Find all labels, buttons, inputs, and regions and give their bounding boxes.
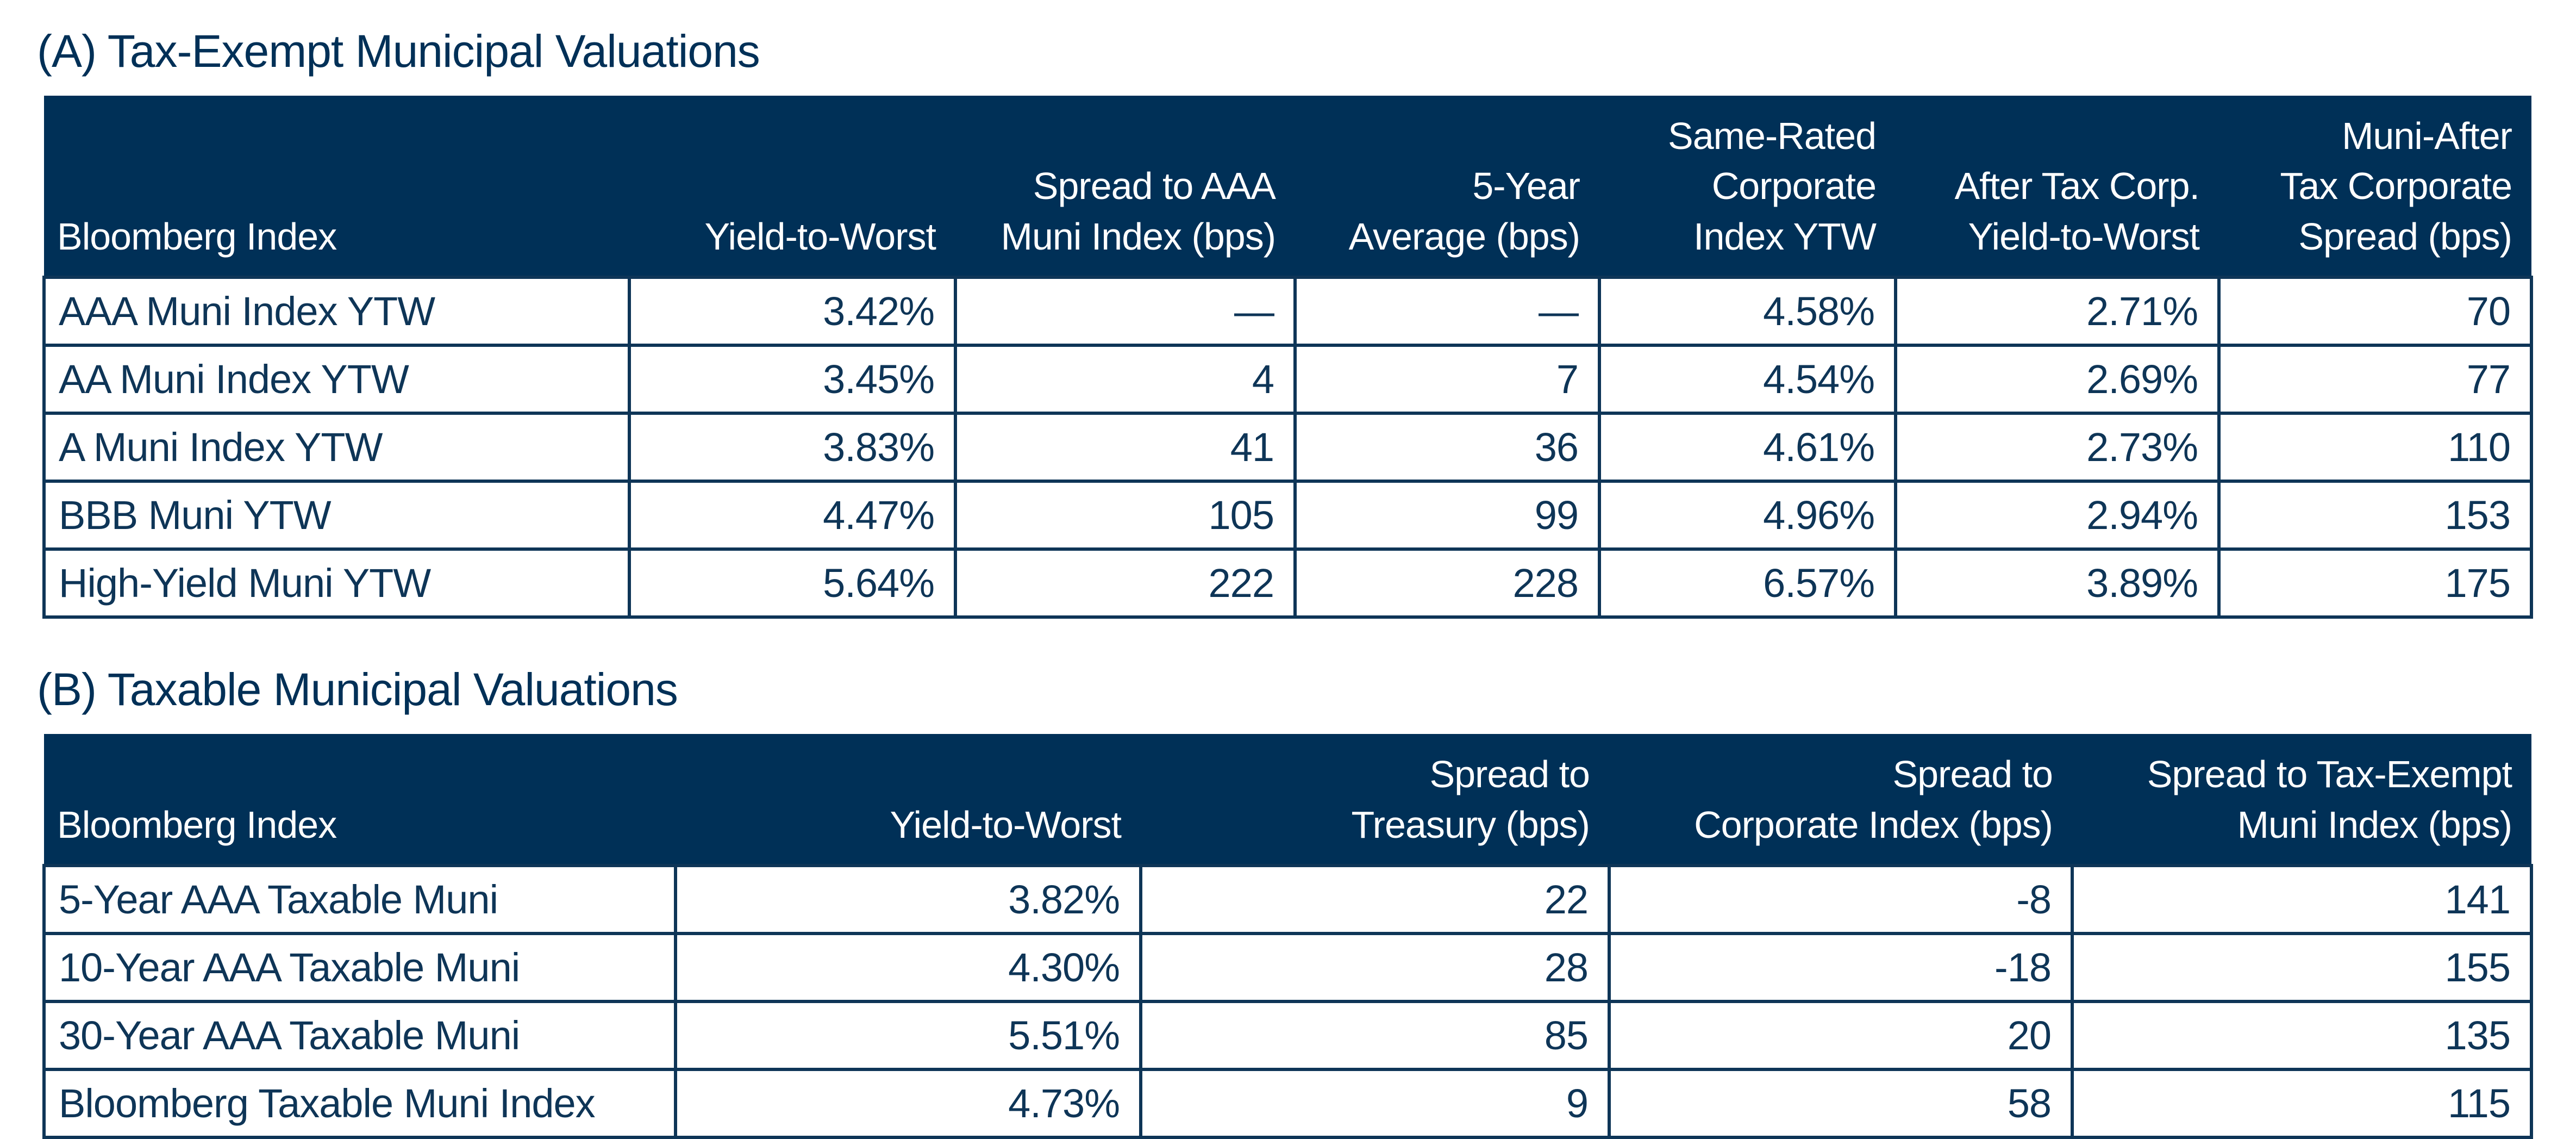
value-cell: 36 [1293,412,1601,483]
table-row: 5-Year AAA Taxable Muni 3.82% 22 -8 141 [42,863,2533,935]
value-cell: — [954,276,1297,347]
value-cell: 3.82% [674,863,1142,935]
value-cell: 7 [1293,344,1601,415]
column-header-same-rated-corporate: Same-Rated Corporate Index YTW [1599,96,1896,278]
value-cell: 4.58% [1598,276,1897,347]
section-a-title: (A) Tax-Exempt Municipal Valuations [37,26,760,77]
column-header-spread-to-treasury: Spread to Treasury (bps) [1141,734,1609,866]
column-header-bloomberg-index: Bloomberg Index [44,734,676,866]
column-header-after-tax-corp: After Tax Corp. Yield-to-Worst [1896,96,2219,278]
header-row: Bloomberg Index Yield-to-Worst Spread to… [44,96,2531,278]
table-row: A Muni Index YTW 3.83% 41 36 4.61% 2.73%… [42,412,2533,483]
value-cell: 4.30% [674,931,1142,1003]
value-cell: 4.61% [1598,412,1897,483]
value-cell: 141 [2071,863,2533,935]
table-row: Bloomberg Taxable Muni Index 4.73% 9 58 … [42,1067,2533,1139]
value-cell: 5.64% [628,547,957,619]
row-label-cell: BBB Muni YTW [42,480,631,551]
value-cell: 22 [1139,863,1611,935]
value-cell: 3.42% [628,276,957,347]
value-cell: 115 [2071,1067,2533,1139]
value-cell: 28 [1139,931,1611,1003]
tax-exempt-valuations-table: Bloomberg Index Yield-to-Worst Spread to… [42,96,2533,619]
column-header-muni-after-tax-spread: Muni-After Tax Corporate Spread (bps) [2219,96,2531,278]
value-cell: -18 [1608,931,2074,1003]
column-header-5-year-average: 5-Year Average (bps) [1295,96,1599,278]
value-cell: 228 [1293,547,1601,619]
value-cell: 175 [2217,547,2533,619]
value-cell: 4.47% [628,480,957,551]
table-row: High-Yield Muni YTW 5.64% 222 228 6.57% … [42,547,2533,619]
value-cell: 20 [1608,999,2074,1071]
value-cell: 99 [1293,480,1601,551]
value-cell: 222 [954,547,1297,619]
taxable-table-header: Bloomberg Index Yield-to-Worst Spread to… [44,734,2531,866]
value-cell: 2.73% [1894,412,2221,483]
row-label-cell: Bloomberg Taxable Muni Index [42,1067,677,1139]
table-row: AAA Muni Index YTW 3.42% — — 4.58% 2.71%… [42,276,2533,347]
table-row: AA Muni Index YTW 3.45% 4 7 4.54% 2.69% … [42,344,2533,415]
column-header-spread-to-aaa: Spread to AAA Muni Index (bps) [955,96,1295,278]
row-label-cell: High-Yield Muni YTW [42,547,631,619]
row-label-cell: 30-Year AAA Taxable Muni [42,999,677,1071]
column-header-bloomberg-index: Bloomberg Index [44,96,629,278]
value-cell: 3.83% [628,412,957,483]
table-row: 10-Year AAA Taxable Muni 4.30% 28 -18 15… [42,931,2533,1003]
value-cell: 77 [2217,344,2533,415]
table-row: 30-Year AAA Taxable Muni 5.51% 85 20 135 [42,999,2533,1071]
value-cell: 85 [1139,999,1611,1071]
value-cell: 9 [1139,1067,1611,1139]
value-cell: 2.94% [1894,480,2221,551]
value-cell: 3.45% [628,344,957,415]
value-cell: 70 [2217,276,2533,347]
column-header-spread-to-corporate: Spread to Corporate Index (bps) [1609,734,2072,866]
value-cell: 4 [954,344,1297,415]
row-label-cell: A Muni Index YTW [42,412,631,483]
value-cell: 5.51% [674,999,1142,1071]
value-cell: 153 [2217,480,2533,551]
value-cell: 155 [2071,931,2533,1003]
row-label-cell: 5-Year AAA Taxable Muni [42,863,677,935]
value-cell: 4.96% [1598,480,1897,551]
value-cell: -8 [1608,863,2074,935]
row-label-cell: 10-Year AAA Taxable Muni [42,931,677,1003]
value-cell: 110 [2217,412,2533,483]
value-cell: 6.57% [1598,547,1897,619]
row-label-cell: AAA Muni Index YTW [42,276,631,347]
table-row: BBB Muni YTW 4.47% 105 99 4.96% 2.94% 15… [42,480,2533,551]
row-label-cell: AA Muni Index YTW [42,344,631,415]
value-cell: 58 [1608,1067,2074,1139]
header-row: Bloomberg Index Yield-to-Worst Spread to… [44,734,2531,866]
value-cell: 135 [2071,999,2533,1071]
value-cell: 2.69% [1894,344,2221,415]
value-cell: 105 [954,480,1297,551]
value-cell: 2.71% [1894,276,2221,347]
taxable-valuations-table: Bloomberg Index Yield-to-Worst Spread to… [42,734,2533,1139]
value-cell: 3.89% [1894,547,2221,619]
column-header-spread-to-tax-exempt: Spread to Tax-Exempt Muni Index (bps) [2072,734,2531,866]
value-cell: 41 [954,412,1297,483]
tax-exempt-table-header: Bloomberg Index Yield-to-Worst Spread to… [44,96,2531,278]
section-b-title: (B) Taxable Municipal Valuations [37,664,678,715]
column-header-yield-to-worst: Yield-to-Worst [629,96,955,278]
value-cell: — [1293,276,1601,347]
value-cell: 4.54% [1598,344,1897,415]
value-cell: 4.73% [674,1067,1142,1139]
column-header-yield-to-worst: Yield-to-Worst [676,734,1141,866]
